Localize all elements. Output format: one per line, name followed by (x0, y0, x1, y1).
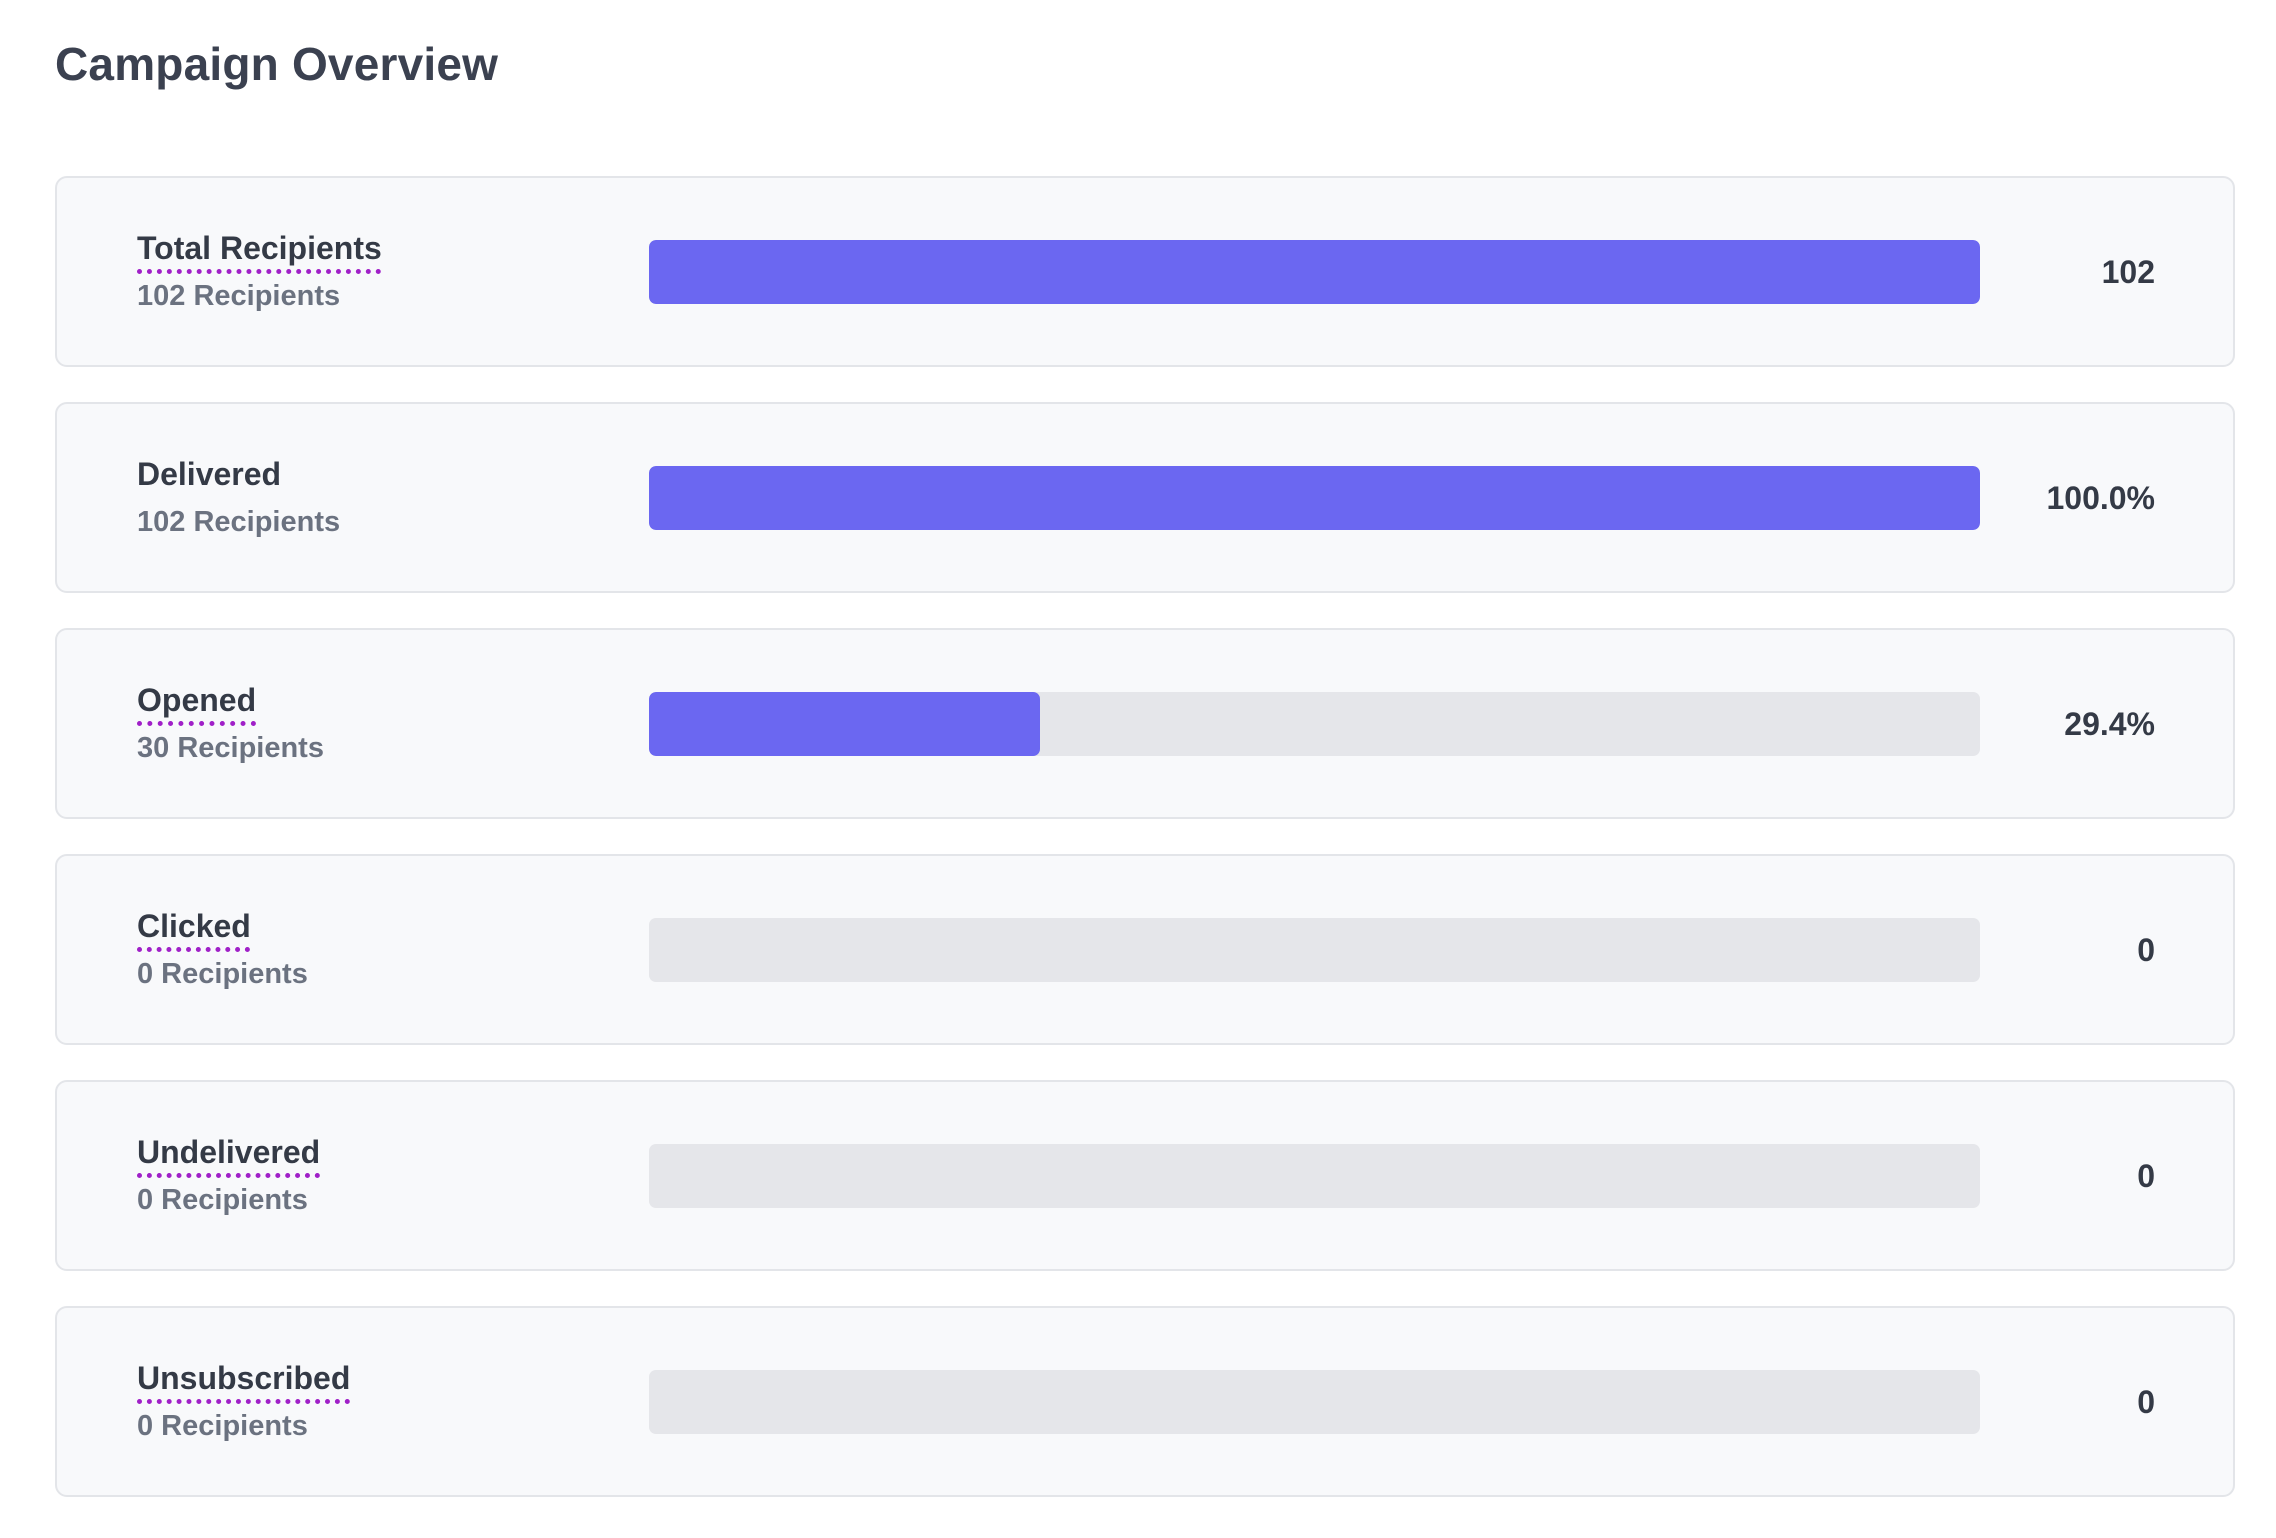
metric-card-undelivered: Undelivered 0 Recipients 0 (55, 1080, 2235, 1271)
progress-bar-track (649, 240, 1980, 304)
progress-bar-track (649, 466, 1980, 530)
metric-subtitle: 30 Recipients (137, 732, 324, 764)
metric-value: 0 (2137, 1158, 2155, 1194)
metric-subtitle: 0 Recipients (137, 1410, 308, 1442)
metric-value: 29.4% (2064, 706, 2155, 742)
metric-value: 0 (2137, 1384, 2155, 1420)
progress-bar-fill (649, 692, 1041, 756)
progress-bar-fill (649, 466, 1980, 530)
metric-label[interactable]: Opened (137, 682, 257, 718)
progress-bar-track (649, 918, 1980, 982)
metric-subtitle: 0 Recipients (137, 958, 308, 990)
metric-value: 100.0% (2046, 480, 2155, 516)
metric-card-opened: Opened 30 Recipients 29.4% (55, 628, 2235, 819)
progress-bar-track (649, 1144, 1980, 1208)
metric-subtitle: 102 Recipients (137, 280, 341, 312)
metric-value: 0 (2137, 932, 2155, 968)
progress-bar-track (649, 1370, 1980, 1434)
metric-subtitle: 102 Recipients (137, 506, 341, 538)
metric-label[interactable]: Clicked (137, 908, 251, 944)
metric-card-delivered: Delivered 102 Recipients 100.0% (55, 402, 2235, 593)
metric-subtitle: 0 Recipients (137, 1184, 308, 1216)
metric-card-unsubscribed: Unsubscribed 0 Recipients 0 (55, 1306, 2235, 1497)
metric-label[interactable]: Total Recipients (137, 230, 382, 266)
metric-card-total-recipients: Total Recipients 102 Recipients 102 (55, 176, 2235, 367)
metric-value: 102 (2101, 254, 2155, 290)
metrics-list: Total Recipients 102 Recipients 102 Deli… (55, 176, 2235, 1532)
metric-card-clicked: Clicked 0 Recipients 0 (55, 854, 2235, 1045)
page-title: Campaign Overview (55, 38, 499, 90)
metric-label: Delivered (137, 456, 282, 492)
metric-label[interactable]: Undelivered (137, 1134, 321, 1170)
progress-bar-track (649, 692, 1980, 756)
metric-label[interactable]: Unsubscribed (137, 1360, 351, 1396)
progress-bar-fill (649, 240, 1980, 304)
